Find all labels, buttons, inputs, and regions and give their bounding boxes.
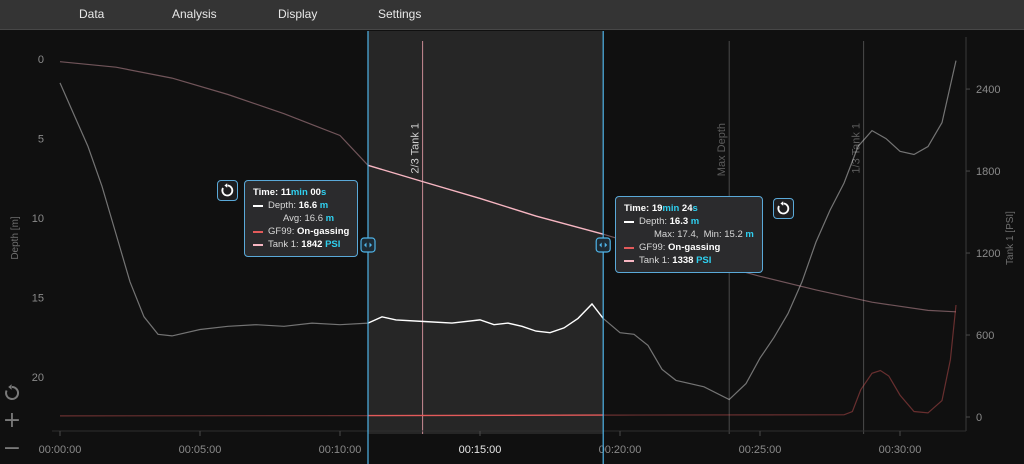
y-left-axis-label: Depth [m] [10, 216, 21, 260]
series-depth-line [59, 82, 369, 337]
plus-icon: + [2, 408, 22, 433]
drag-arrows-icon [364, 242, 372, 248]
event-marker-label: 1/3 Tank 1 [851, 123, 863, 174]
x-tick-label: 00:25:00 [739, 444, 782, 456]
zoom-in-button[interactable]: + [2, 410, 22, 438]
tt-left-tank: Tank 1: 1842 PSI [253, 238, 349, 251]
cursor-left-tooltip: Time: 11min 00s Depth: 16.6 m Avg: 16.6 … [244, 180, 359, 257]
tank-swatch [253, 243, 263, 246]
tank-swatch [624, 259, 634, 262]
reset-icon [221, 183, 234, 197]
y-right-tick-label: 0 [976, 412, 982, 424]
reset-left-cursor-button[interactable] [217, 180, 238, 201]
tt-left-depth: Depth: 16.6 m [253, 199, 349, 212]
y-left-tick-label: 5 [38, 134, 44, 146]
zoom-out-button[interactable]: − [2, 438, 22, 464]
y-left-tick-label: 20 [32, 372, 44, 384]
gf-swatch [253, 230, 263, 233]
menu-display[interactable]: Display [278, 7, 318, 21]
cursor-left-handle[interactable] [360, 237, 376, 253]
menu-analysis[interactable]: Analysis [172, 7, 217, 21]
y-right-tick-label: 1800 [976, 166, 1000, 178]
drag-handle-icon [595, 237, 611, 253]
depth-swatch [253, 204, 263, 207]
x-tick-label: 00:30:00 [879, 444, 922, 456]
drag-handle-icon [360, 237, 376, 253]
x-tick-label: 00:05:00 [179, 444, 222, 456]
reset-right-cursor-button[interactable] [773, 198, 794, 219]
tt-left-time: Time: 11min 00s [253, 187, 327, 198]
tt-right-depth: Depth: 16.3 m [624, 215, 754, 228]
y-left-tick-label: 15 [32, 293, 44, 305]
series-depth-line [602, 60, 957, 401]
y-right-axis-label: Tank 1 [PSI] [1005, 211, 1016, 265]
series-tank-1-line-selected [367, 164, 604, 235]
menu-data[interactable]: Data [79, 7, 105, 21]
x-tick-label: 00:10:00 [319, 444, 362, 456]
reset-icon [777, 201, 790, 215]
series-gf99-line [603, 304, 957, 416]
tt-left-avg: Avg: 16.6 m [283, 213, 335, 224]
tt-right-maxmin: Max: 17.4, Min: 15.2 m [654, 229, 754, 240]
y-left-tick-label: 0 [38, 54, 44, 66]
minus-icon: − [2, 436, 22, 461]
tt-right-time: Time: 19min 24s [624, 203, 698, 214]
y-left-tick-label: 10 [32, 213, 44, 225]
reset-icon [5, 384, 20, 400]
series-gf99-line-selected [367, 414, 604, 417]
tt-right-tank: Tank 1: 1338 PSI [624, 254, 754, 267]
menu-bar: Data Analysis Display Settings [0, 0, 1024, 30]
event-marker-label: Max Depth [716, 123, 728, 176]
zoom-toolbar: + − [2, 382, 22, 464]
gf-swatch [624, 246, 634, 249]
depth-swatch [624, 220, 634, 223]
series-depth-line-selected [367, 302, 604, 334]
tt-right-gf: GF99: On-gassing [624, 241, 754, 254]
x-tick-label: 00:15:00 [459, 444, 502, 456]
dive-profile-chart[interactable]: 2/3 Tank 1 Max Depth 1/3 Tank 1 0 5 10 15 20 0… [0, 31, 1024, 464]
cursor-right-handle[interactable] [595, 237, 611, 253]
menu-settings[interactable]: Settings [378, 7, 422, 21]
reset-zoom-button[interactable] [2, 382, 22, 410]
series-tank-1-line [59, 61, 369, 166]
x-tick-label: 00:00:00 [39, 444, 82, 456]
x-tick-label: 00:20:00 [599, 444, 642, 456]
selection-highlight [368, 31, 604, 434]
y-right-tick-label: 2400 [976, 84, 1000, 96]
cursor-right-tooltip: Time: 19min 24s Depth: 16.3 m Max: 17.4,… [615, 196, 763, 273]
event-marker-label: 2/3 Tank 1 [410, 123, 422, 174]
y-right-tick-label: 600 [976, 330, 994, 342]
drag-arrows-icon [599, 242, 608, 248]
tt-left-gf: GF99: On-gassing [253, 225, 349, 238]
y-right-tick-label: 1200 [976, 248, 1000, 260]
